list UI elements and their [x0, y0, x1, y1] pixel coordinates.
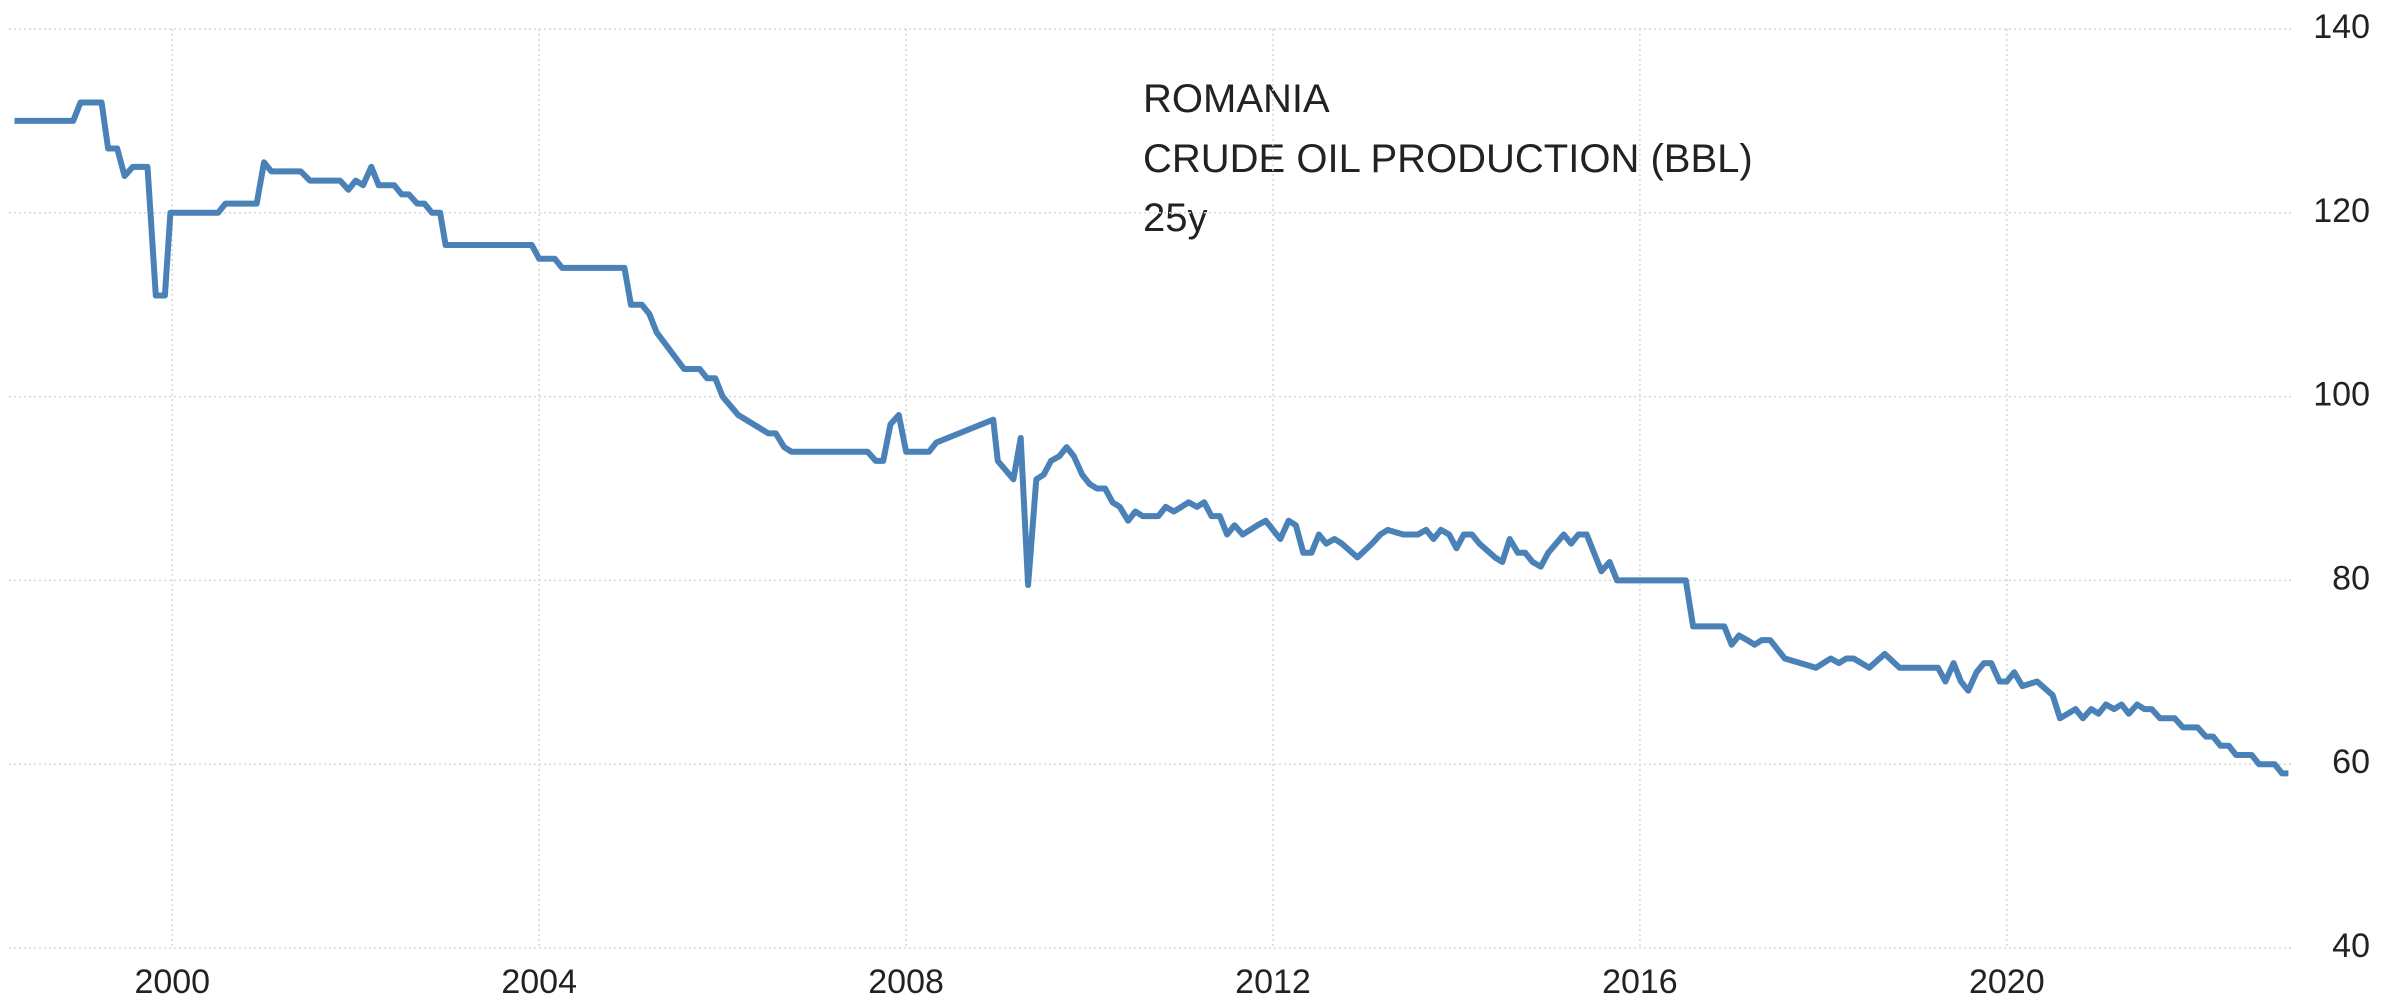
x-tick-label: 2000 [134, 963, 210, 1001]
x-tick-label: 2008 [868, 963, 944, 1001]
y-tick-label: 80 [2332, 559, 2370, 597]
x-tick-label: 2016 [1602, 963, 1678, 1001]
y-tick-label: 140 [2313, 8, 2370, 46]
chart-subtitle: CRUDE OIL PRODUCTION (BBL) [1143, 137, 1753, 181]
chart-title: ROMANIA [1143, 77, 1330, 121]
y-tick-label: 40 [2332, 927, 2370, 965]
x-tick-label: 2012 [1235, 963, 1311, 1001]
y-tick-label: 60 [2332, 743, 2370, 781]
x-tick-label: 2020 [1969, 963, 2045, 1001]
y-tick-label: 120 [2313, 192, 2370, 230]
data-line [14, 99, 2289, 777]
x-tick-label: 2004 [501, 963, 577, 1001]
y-tick-label: 100 [2313, 376, 2370, 414]
chart-period: 25y [1143, 196, 1208, 240]
